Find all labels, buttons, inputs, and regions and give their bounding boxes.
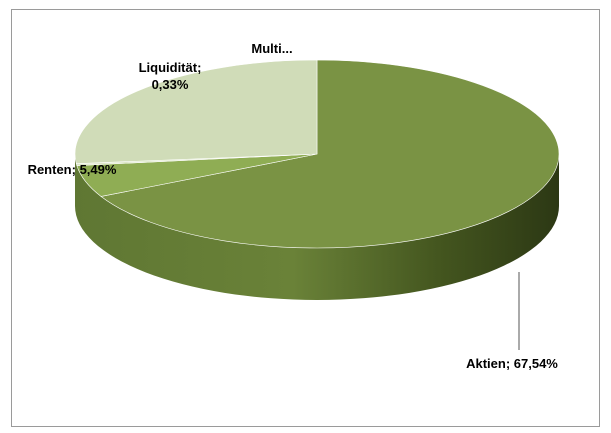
data-label-liquidit-t: Liquidität; 0,33%	[139, 60, 202, 92]
data-label-multi: Multi...	[251, 41, 292, 56]
data-label-aktien: Aktien; 67,54%	[466, 356, 558, 371]
pie-slice-aktien	[100, 59, 560, 249]
pie-slice-multi	[74, 59, 318, 164]
data-label-renten: Renten; 5,49%	[28, 162, 117, 177]
pie-side-wall	[75, 154, 559, 300]
chart-area: Aktien; 67,54% Renten; 5,49% Liquidität; 0,…	[11, 9, 600, 427]
pie-chart: Aktien; 67,54% Renten; 5,49% Liquidität; 0,…	[28, 41, 560, 371]
